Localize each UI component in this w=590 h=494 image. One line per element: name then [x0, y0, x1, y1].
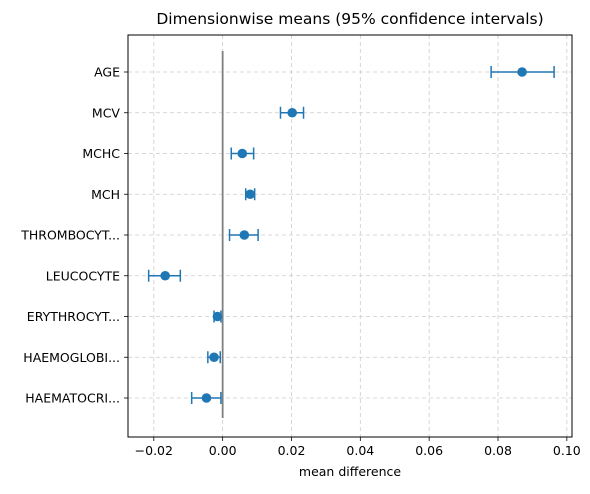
- mean-point: [517, 67, 527, 77]
- x-tick-label: 0.06: [415, 443, 443, 458]
- y-tick-label: MCV: [92, 105, 121, 120]
- x-tick-label: 0.00: [209, 443, 237, 458]
- mean-point: [237, 148, 248, 159]
- plot-frame: [127, 34, 573, 438]
- chart-title: Dimensionwise means (95% confidence inte…: [156, 10, 543, 28]
- x-tick-label: 0.02: [278, 443, 306, 458]
- grid-lines: [128, 35, 572, 437]
- y-tick-label: MCHC: [82, 146, 120, 161]
- x-tick-label: 0.08: [484, 443, 512, 458]
- mean-point: [209, 352, 219, 363]
- mean-point: [212, 311, 223, 322]
- mean-point: [245, 189, 255, 200]
- mean-point: [160, 270, 170, 281]
- x-tick-label: 0.04: [346, 443, 374, 458]
- y-tick-label: LEUCOCYTE: [46, 268, 120, 283]
- x-tick-label: 0.10: [553, 443, 581, 458]
- interval-marks: [147, 66, 555, 404]
- x-axis-label: mean difference: [299, 464, 401, 479]
- mean-point: [239, 230, 250, 240]
- mean-point: [287, 107, 297, 118]
- y-tick-label: MCH: [91, 187, 120, 202]
- y-tick-label: AGE: [94, 65, 120, 80]
- y-tick-label: ERYTHROCYT...: [27, 309, 120, 324]
- x-tick-label: −0.02: [135, 443, 173, 458]
- y-tick-label: HAEMOGLOBI...: [23, 350, 120, 365]
- y-tick-label: THROMBOCYT...: [20, 228, 120, 243]
- y-tick-label: HAEMATOCRI...: [25, 391, 120, 406]
- axes: −0.02 0.00 0.02 0.04 0.06 0.08 0.10 AGE MCV MCHC M…: [20, 34, 581, 458]
- mean-point: [201, 393, 212, 403]
